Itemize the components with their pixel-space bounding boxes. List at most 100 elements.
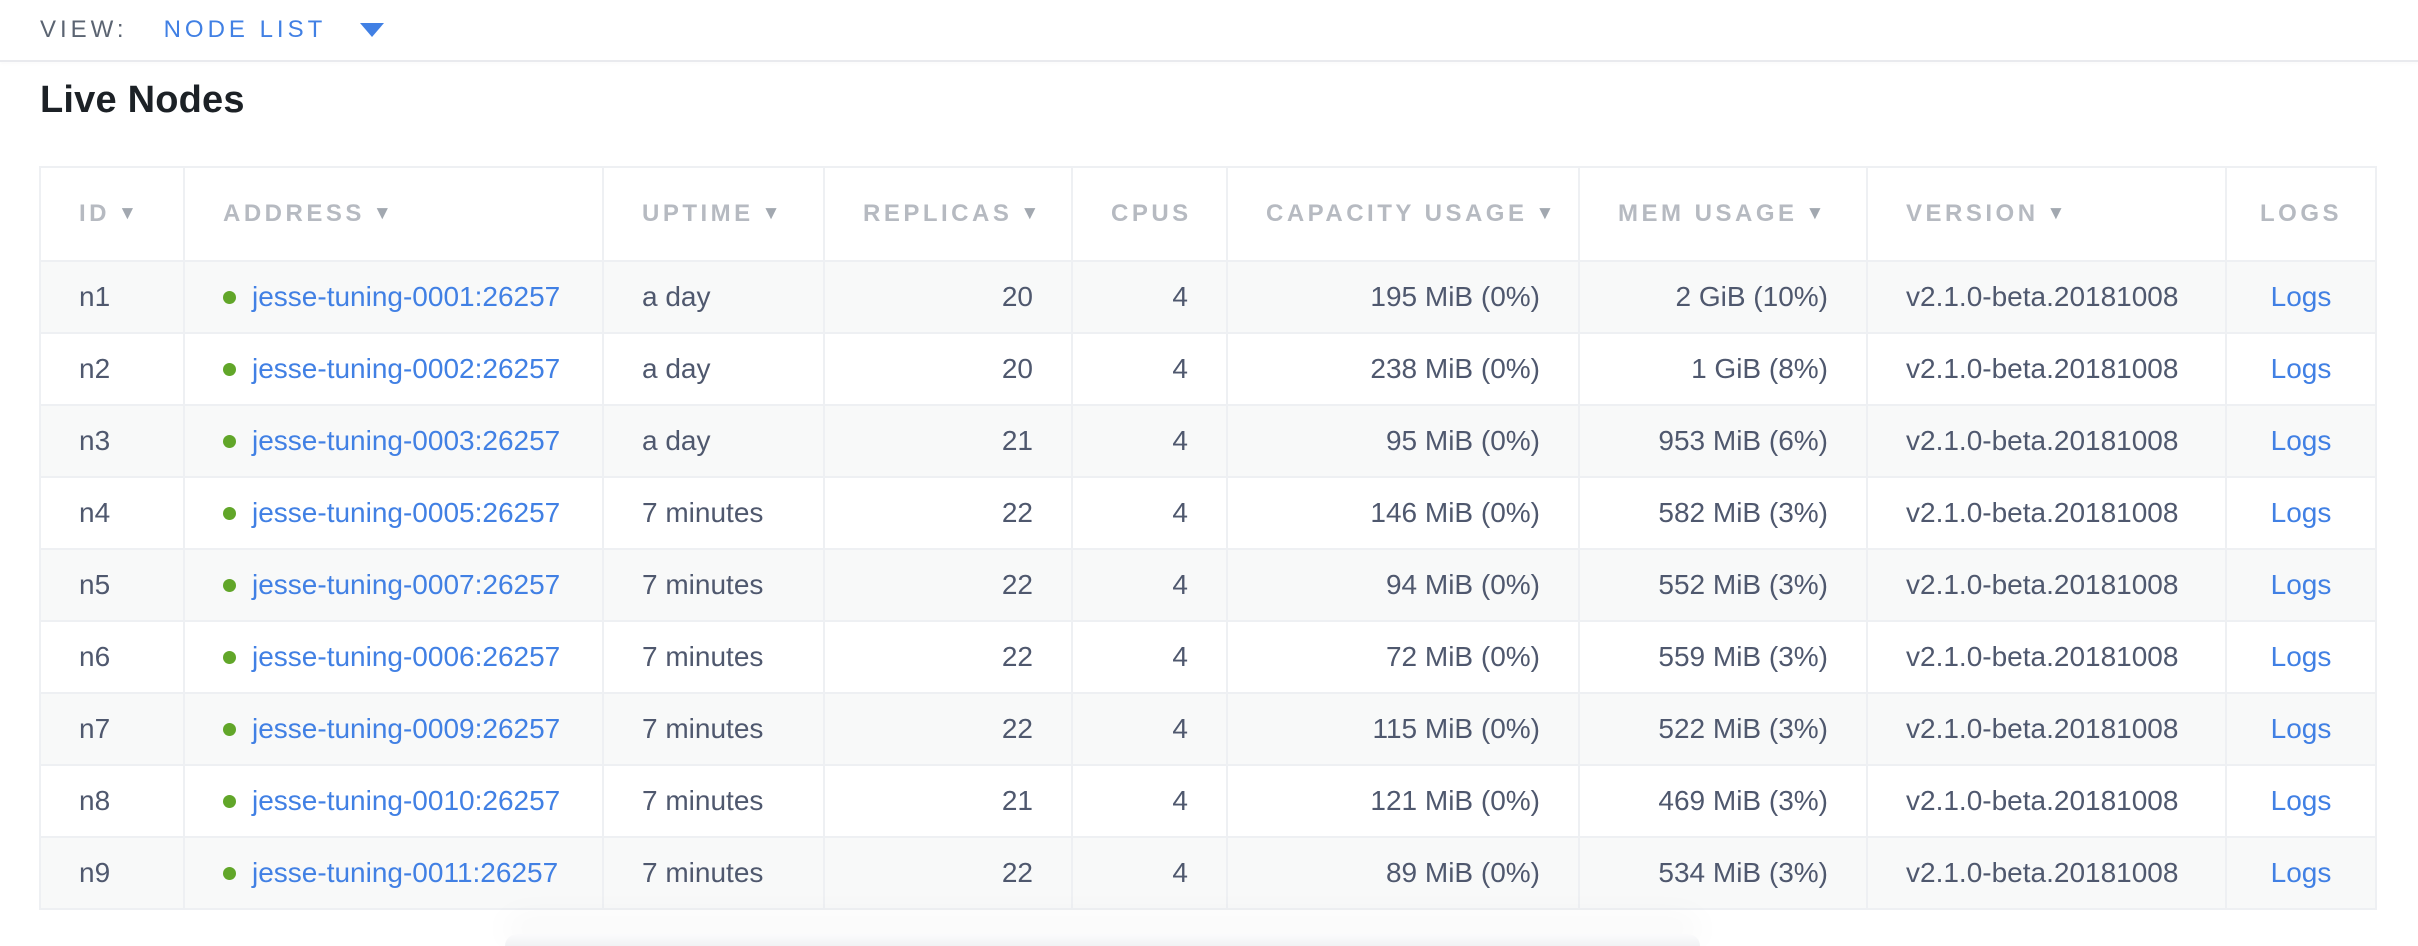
node-address-cell: jesse-tuning-0003:26257 — [183, 404, 604, 478]
node-address-cell: jesse-tuning-0010:26257 — [183, 764, 604, 838]
node-uptime-cell: a day — [602, 404, 825, 478]
node-capacity-usage-cell: 94 MiB (0%) — [1226, 548, 1580, 622]
node-address-link[interactable]: jesse-tuning-0003:26257 — [252, 425, 561, 456]
node-cpus-cell: 4 — [1071, 620, 1228, 694]
node-uptime-cell: 7 minutes — [602, 836, 825, 910]
node-mem-usage-cell: 953 MiB (6%) — [1578, 404, 1868, 478]
node-uptime-cell: 7 minutes — [602, 548, 825, 622]
node-logs-cell: Logs — [2225, 404, 2377, 478]
node-cpus-cell: 4 — [1071, 764, 1228, 838]
node-logs-link[interactable]: Logs — [2270, 857, 2332, 888]
live-nodes-table: ID ▼ ADDRESS ▼ UPTIME ▼ REPLICAS ▼ CPUS CAPA… — [39, 166, 2377, 910]
node-id-cell: n9 — [39, 836, 185, 910]
node-capacity-usage-cell: 238 MiB (0%) — [1226, 332, 1580, 406]
table-row: n5 jesse-tuning-0007:26257 7 minutes 22 4 94 … — [39, 548, 2377, 622]
node-logs-link[interactable]: Logs — [2270, 785, 2332, 816]
node-id-cell: n4 — [39, 476, 185, 550]
chevron-down-icon — [360, 23, 385, 37]
node-id-cell: n7 — [39, 692, 185, 766]
node-health-icon — [223, 291, 236, 304]
node-logs-cell: Logs — [2225, 764, 2377, 838]
node-version-cell: v2.1.0-beta.20181008 — [1866, 404, 2227, 478]
node-mem-usage-cell: 1 GiB (8%) — [1578, 332, 1868, 406]
node-logs-link[interactable]: Logs — [2270, 353, 2332, 384]
node-logs-link[interactable]: Logs — [2270, 497, 2332, 528]
node-version-cell: v2.1.0-beta.20181008 — [1866, 692, 2227, 766]
table-row: n8 jesse-tuning-0010:26257 7 minutes 21 4 121… — [39, 764, 2377, 838]
node-mem-usage-cell: 552 MiB (3%) — [1578, 548, 1868, 622]
table-row: n4 jesse-tuning-0005:26257 7 minutes 22 4 146… — [39, 476, 2377, 550]
node-logs-link[interactable]: Logs — [2270, 425, 2332, 456]
node-replicas-cell: 22 — [823, 620, 1073, 694]
node-replicas-cell: 22 — [823, 476, 1073, 550]
column-header-logs: LOGS — [2225, 166, 2377, 262]
node-logs-cell: Logs — [2225, 836, 2377, 910]
node-version-cell: v2.1.0-beta.20181008 — [1866, 332, 2227, 406]
node-mem-usage-cell: 522 MiB (3%) — [1578, 692, 1868, 766]
node-version-cell: v2.1.0-beta.20181008 — [1866, 836, 2227, 910]
node-replicas-cell: 22 — [823, 548, 1073, 622]
column-header-version[interactable]: VERSION ▼ — [1866, 166, 2227, 262]
sort-desc-icon: ▼ — [372, 203, 392, 224]
node-id-cell: n5 — [39, 548, 185, 622]
node-health-icon — [223, 795, 236, 808]
node-mem-usage-cell: 2 GiB (10%) — [1578, 260, 1868, 334]
table-header-row: ID ▼ ADDRESS ▼ UPTIME ▼ REPLICAS ▼ CPUS CAPA… — [39, 166, 2377, 262]
node-address-cell: jesse-tuning-0006:26257 — [183, 620, 604, 694]
node-replicas-cell: 22 — [823, 692, 1073, 766]
node-address-link[interactable]: jesse-tuning-0011:26257 — [252, 857, 559, 888]
node-health-icon — [223, 435, 236, 448]
node-logs-link[interactable]: Logs — [2270, 281, 2332, 312]
node-capacity-usage-cell: 195 MiB (0%) — [1226, 260, 1580, 334]
column-header-uptime[interactable]: UPTIME ▼ — [602, 166, 825, 262]
column-header-cpus: CPUS — [1071, 166, 1228, 262]
node-uptime-cell: 7 minutes — [602, 764, 825, 838]
node-id-cell: n6 — [39, 620, 185, 694]
node-capacity-usage-cell: 89 MiB (0%) — [1226, 836, 1580, 910]
node-uptime-cell: 7 minutes — [602, 692, 825, 766]
table-row: n3 jesse-tuning-0003:26257 a day 21 4 95 MiB … — [39, 404, 2377, 478]
page-title: Live Nodes — [40, 79, 245, 121]
node-health-icon — [223, 507, 236, 520]
node-uptime-cell: 7 minutes — [602, 620, 825, 694]
node-address-link[interactable]: jesse-tuning-0007:26257 — [252, 569, 561, 600]
node-id-cell: n3 — [39, 404, 185, 478]
node-logs-link[interactable]: Logs — [2270, 641, 2332, 672]
node-address-cell: jesse-tuning-0002:26257 — [183, 332, 604, 406]
node-address-link[interactable]: jesse-tuning-0009:26257 — [252, 713, 561, 744]
node-replicas-cell: 21 — [823, 764, 1073, 838]
node-version-cell: v2.1.0-beta.20181008 — [1866, 260, 2227, 334]
column-header-mem-usage[interactable]: MEM USAGE ▼ — [1578, 166, 1868, 262]
node-cpus-cell: 4 — [1071, 476, 1228, 550]
node-logs-cell: Logs — [2225, 332, 2377, 406]
node-capacity-usage-cell: 115 MiB (0%) — [1226, 692, 1580, 766]
column-header-replicas[interactable]: REPLICAS ▼ — [823, 166, 1073, 262]
node-capacity-usage-cell: 146 MiB (0%) — [1226, 476, 1580, 550]
node-address-link[interactable]: jesse-tuning-0002:26257 — [252, 353, 561, 384]
node-logs-link[interactable]: Logs — [2270, 713, 2332, 744]
node-cpus-cell: 4 — [1071, 332, 1228, 406]
column-header-id[interactable]: ID ▼ — [39, 166, 185, 262]
node-logs-cell: Logs — [2225, 620, 2377, 694]
node-address-cell: jesse-tuning-0005:26257 — [183, 476, 604, 550]
column-header-capacity-usage[interactable]: CAPACITY USAGE ▼ — [1226, 166, 1580, 262]
view-selector-dropdown[interactable]: NODE LIST — [164, 16, 385, 44]
table-body: n1 jesse-tuning-0001:26257 a day 20 4 195 MiB… — [39, 260, 2377, 910]
node-cpus-cell: 4 — [1071, 260, 1228, 334]
table-row: n1 jesse-tuning-0001:26257 a day 20 4 195 MiB… — [39, 260, 2377, 334]
bottom-cutoff-panel — [505, 934, 1700, 946]
node-replicas-cell: 21 — [823, 404, 1073, 478]
node-address-link[interactable]: jesse-tuning-0001:26257 — [252, 281, 561, 312]
node-address-link[interactable]: jesse-tuning-0005:26257 — [252, 497, 561, 528]
node-health-icon — [223, 723, 236, 736]
column-header-address[interactable]: ADDRESS ▼ — [183, 166, 604, 262]
node-mem-usage-cell: 534 MiB (3%) — [1578, 836, 1868, 910]
node-cpus-cell: 4 — [1071, 692, 1228, 766]
node-health-icon — [223, 867, 236, 880]
node-logs-cell: Logs — [2225, 548, 2377, 622]
node-address-cell: jesse-tuning-0001:26257 — [183, 260, 604, 334]
node-address-link[interactable]: jesse-tuning-0006:26257 — [252, 641, 561, 672]
node-capacity-usage-cell: 121 MiB (0%) — [1226, 764, 1580, 838]
node-address-link[interactable]: jesse-tuning-0010:26257 — [252, 785, 561, 816]
node-logs-link[interactable]: Logs — [2270, 569, 2332, 600]
